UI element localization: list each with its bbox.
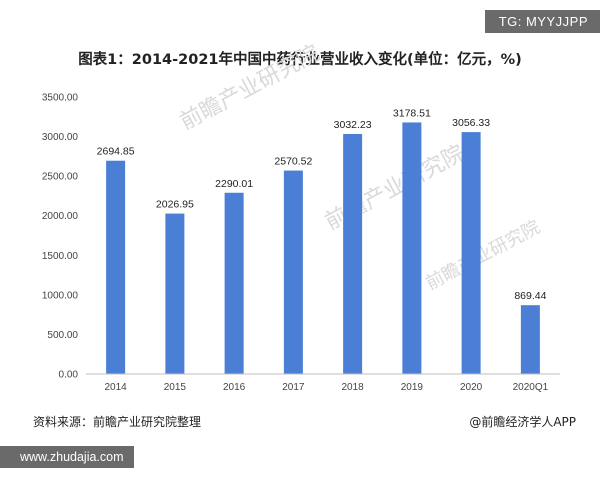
x-axis: 2014 2015 2016 2017 2018 2019 2020 2020Q1 bbox=[86, 373, 560, 393]
site-url: www.zhudajia.com bbox=[0, 446, 134, 468]
y-tick-label: 0.00 bbox=[59, 370, 79, 381]
bar bbox=[461, 132, 481, 374]
bars-group: 2694.85 2026.95 2290.01 2570.52 3032.23 3178.… bbox=[97, 107, 547, 374]
y-tick-label: 2500.00 bbox=[42, 172, 79, 183]
bar bbox=[283, 170, 303, 374]
data-label: 869.44 bbox=[514, 290, 546, 302]
bar bbox=[343, 134, 363, 374]
x-tick-label: 2020Q1 bbox=[513, 382, 549, 393]
bar bbox=[402, 122, 422, 374]
data-label: 2290.01 bbox=[215, 178, 253, 190]
bar bbox=[520, 305, 540, 374]
y-tick-label: 500.00 bbox=[47, 330, 78, 341]
x-tick-label: 2014 bbox=[105, 382, 128, 393]
bar-chart: 前瞻产业研究院 前瞻产业研究院 前瞻产业研究院 0.00500.001000.0… bbox=[42, 41, 560, 393]
y-tick-label: 1500.00 bbox=[42, 251, 79, 262]
y-tick-label: 2000.00 bbox=[42, 211, 79, 222]
brand-credit: @前瞻经济学人APP bbox=[469, 415, 576, 429]
data-label: 2570.52 bbox=[274, 156, 312, 168]
watermark-text: 前瞻产业研究院 bbox=[422, 217, 543, 295]
x-tick-label: 2016 bbox=[223, 382, 246, 393]
x-tick-label: 2015 bbox=[164, 382, 187, 393]
y-tick-label: 1000.00 bbox=[42, 290, 79, 301]
data-label: 3032.23 bbox=[334, 119, 372, 131]
x-tick-label: 2017 bbox=[282, 382, 305, 393]
bar bbox=[165, 213, 185, 374]
source-note: 资料来源：前瞻产业研究院整理 bbox=[33, 415, 202, 429]
data-label: 3056.33 bbox=[452, 117, 490, 129]
y-tick-label: 3500.00 bbox=[42, 93, 79, 104]
channel-tag: TG: MYYJJPP bbox=[484, 10, 600, 33]
chart-title: 图表1：2014-2021年中国中药行业营业收入变化(单位：亿元，%) bbox=[78, 52, 522, 68]
watermark-text: 前瞻产业研究院 bbox=[176, 41, 324, 135]
x-tick-label: 2020 bbox=[460, 382, 483, 393]
x-tick-label: 2018 bbox=[342, 382, 365, 393]
data-label: 2026.95 bbox=[156, 199, 194, 211]
y-axis: 0.00 500.00 1000.00 1500.00 2000.00 2500.00 30… bbox=[42, 93, 79, 381]
bar bbox=[106, 160, 126, 374]
data-label: 3178.51 bbox=[393, 107, 431, 119]
data-label: 2694.85 bbox=[97, 146, 135, 158]
y-tick-label: 3000.00 bbox=[42, 132, 79, 143]
x-tick-label: 2019 bbox=[401, 382, 424, 393]
bar bbox=[224, 192, 244, 374]
